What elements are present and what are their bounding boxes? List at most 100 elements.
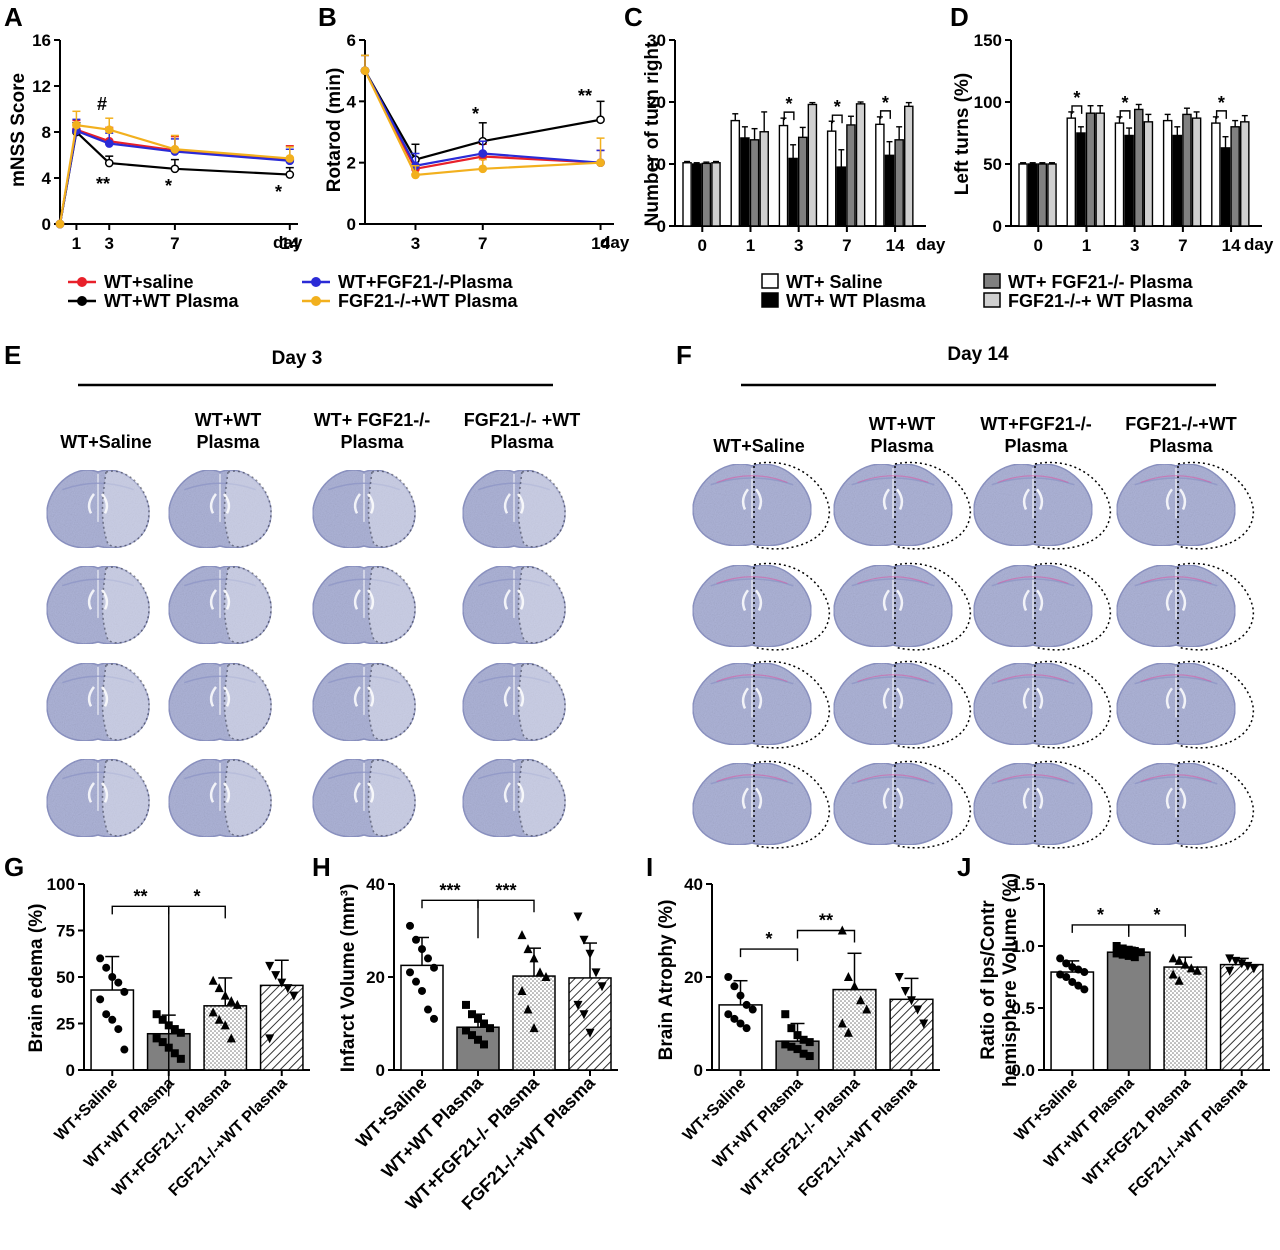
- brain-stain-line: [1140, 576, 1212, 585]
- brain-ventricle-right: [367, 686, 375, 707]
- panel-h-point: [597, 982, 607, 992]
- brain-section-11: [973, 660, 1112, 749]
- panel-j-ylabel-line-1: Ratio of Ips/Contr: [978, 900, 999, 1060]
- panel-i-ytick-label-2: 40: [684, 875, 703, 894]
- brain-infarct-outline: [223, 663, 272, 741]
- panel-g-point: [120, 987, 129, 996]
- panel-c-bar: [749, 139, 760, 227]
- brain-ventricle-right: [517, 493, 525, 514]
- panel-j-bar-4: [1219, 963, 1264, 1071]
- panel-h-label: H: [312, 852, 331, 882]
- panel-d-ytick-label-1: 50: [983, 155, 1002, 174]
- panel-d-xtick-label-4: 14: [1222, 236, 1241, 255]
- brain-ventricle-left: [1022, 687, 1030, 710]
- panel-d-sig-star-2: *: [1122, 93, 1129, 113]
- brain-ventricle-right: [896, 589, 904, 612]
- panel-h-point: [480, 1040, 488, 1049]
- panel-h-point: [573, 1000, 583, 1010]
- brain-ventricle-left: [1165, 488, 1173, 511]
- panel-c-sig-bracket-3: [879, 110, 891, 119]
- panel-j: J Ratio of Ips/Contr hemisphere Volume (…: [957, 852, 1270, 1200]
- brain-ventricle-left: [1165, 787, 1173, 810]
- panel-j-bars: * *: [1050, 905, 1264, 1071]
- panel-c-bars: * * *: [682, 93, 914, 227]
- panel-h-point: [468, 1031, 476, 1040]
- panel-c-sig-bracket-2: [831, 114, 843, 124]
- panel-i-bars: ***: [718, 911, 934, 1071]
- panel-b-xtick-label-2: 14: [591, 234, 610, 253]
- brain-ventricle-left: [1022, 488, 1030, 511]
- brain-section-10: [168, 662, 272, 742]
- panel-d-xunit: day: [1244, 235, 1274, 254]
- panel-g-xtick-label-3: FGF21-/-+WT Plasma: [166, 1075, 291, 1200]
- panel-b-point: [596, 158, 605, 168]
- brain-ventricle-left: [741, 488, 749, 511]
- panel-a-xunit: day: [273, 233, 303, 252]
- panel-d-bar: [1230, 126, 1240, 227]
- panel-h-point: [430, 1014, 438, 1023]
- panel-g-sig-bracket-2: [168, 905, 226, 919]
- brain-section-10: [833, 660, 972, 749]
- brain-ventricle-right: [896, 488, 904, 511]
- panel-g-point: [271, 971, 281, 981]
- panel-a-xtick-label-2: 7: [170, 234, 179, 253]
- brain-ventricle-right: [1179, 687, 1187, 710]
- panel-c-bar: [904, 105, 914, 227]
- brain-contralateral-outline: [753, 562, 831, 651]
- panel-c-bar: [730, 119, 741, 227]
- panel-h-point: [541, 972, 551, 981]
- panel-h-point: [529, 953, 539, 963]
- panel-d-bar: [1027, 163, 1038, 227]
- panel-h-sig-star-1: ***: [439, 880, 460, 900]
- panel-j-point: [1080, 968, 1089, 977]
- panel-i-point: [724, 973, 733, 981]
- panel-i-point: [843, 1027, 853, 1037]
- panel-h-point: [474, 1035, 482, 1044]
- panel-g-point: [208, 975, 218, 985]
- brain-contralateral-outline: [894, 660, 972, 749]
- brain-ventricle-left: [87, 686, 95, 707]
- panel-j-point: [1124, 951, 1133, 960]
- panel-j-point: [1112, 949, 1121, 958]
- brain-stain-line: [716, 475, 788, 484]
- panel-d-xtick-label-0: 0: [1034, 236, 1043, 255]
- panel-g-point: [152, 1010, 161, 1019]
- brain-ventricle-left: [503, 782, 511, 803]
- panel-a-point: [55, 219, 65, 229]
- panel-h-point: [412, 935, 420, 944]
- panel-j-point: [1118, 950, 1127, 959]
- brain-stain-line: [1140, 674, 1212, 683]
- panel-b-star-2: **: [578, 86, 592, 106]
- panel-b: B Rotarod (min) 0 2 4 6 3 7 14 day * **: [318, 2, 630, 253]
- panel-j-sig-bracket-1: [1071, 924, 1130, 937]
- panel-i-point: [907, 996, 916, 1006]
- brain-corpus: [62, 675, 134, 684]
- legend-ab-label-4: FGF21-/-+WT Plasma: [338, 291, 519, 311]
- brain-contralateral-outline: [753, 760, 831, 849]
- panel-c-bar: [846, 124, 856, 227]
- brain-infarct-outline: [517, 566, 566, 644]
- panel-g-point: [214, 1014, 224, 1024]
- panel-i-point: [742, 1024, 751, 1033]
- brain-infarct-outline: [367, 663, 416, 741]
- panel-b-series: [360, 54, 605, 180]
- brain-ventricle-right: [367, 782, 375, 803]
- panel-f-label: F: [676, 340, 692, 370]
- panel-h-ytick-label-0: 0: [376, 1061, 385, 1080]
- panel-i-sig-star-2: **: [819, 911, 833, 931]
- panel-d-xtick-label-3: 7: [1178, 236, 1187, 255]
- brain-corpus: [184, 675, 256, 684]
- panel-g-point: [220, 1020, 230, 1030]
- panel-i-label: I: [646, 852, 653, 882]
- brain-infarct-outline: [517, 663, 566, 741]
- panel-d-bar: [1162, 119, 1173, 227]
- panel-j-point: [1130, 953, 1139, 962]
- panel-a-ytick-label-1: 4: [42, 169, 52, 188]
- panel-h-bar-4: [568, 977, 612, 1071]
- brain-corpus: [328, 771, 400, 780]
- panel-h-point: [474, 1014, 482, 1023]
- panel-h-point: [468, 1010, 476, 1019]
- brain-ventricle-left: [882, 488, 890, 511]
- brain-corpus: [328, 675, 400, 684]
- brain-ventricle-right: [755, 488, 763, 511]
